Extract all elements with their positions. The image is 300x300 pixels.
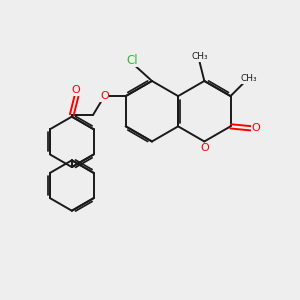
Text: O: O bbox=[252, 123, 260, 133]
Text: O: O bbox=[200, 143, 209, 153]
Text: CH₃: CH₃ bbox=[240, 74, 257, 83]
Text: O: O bbox=[100, 91, 109, 101]
Text: Cl: Cl bbox=[127, 53, 138, 67]
Text: O: O bbox=[71, 85, 80, 95]
Text: CH₃: CH₃ bbox=[191, 52, 208, 62]
